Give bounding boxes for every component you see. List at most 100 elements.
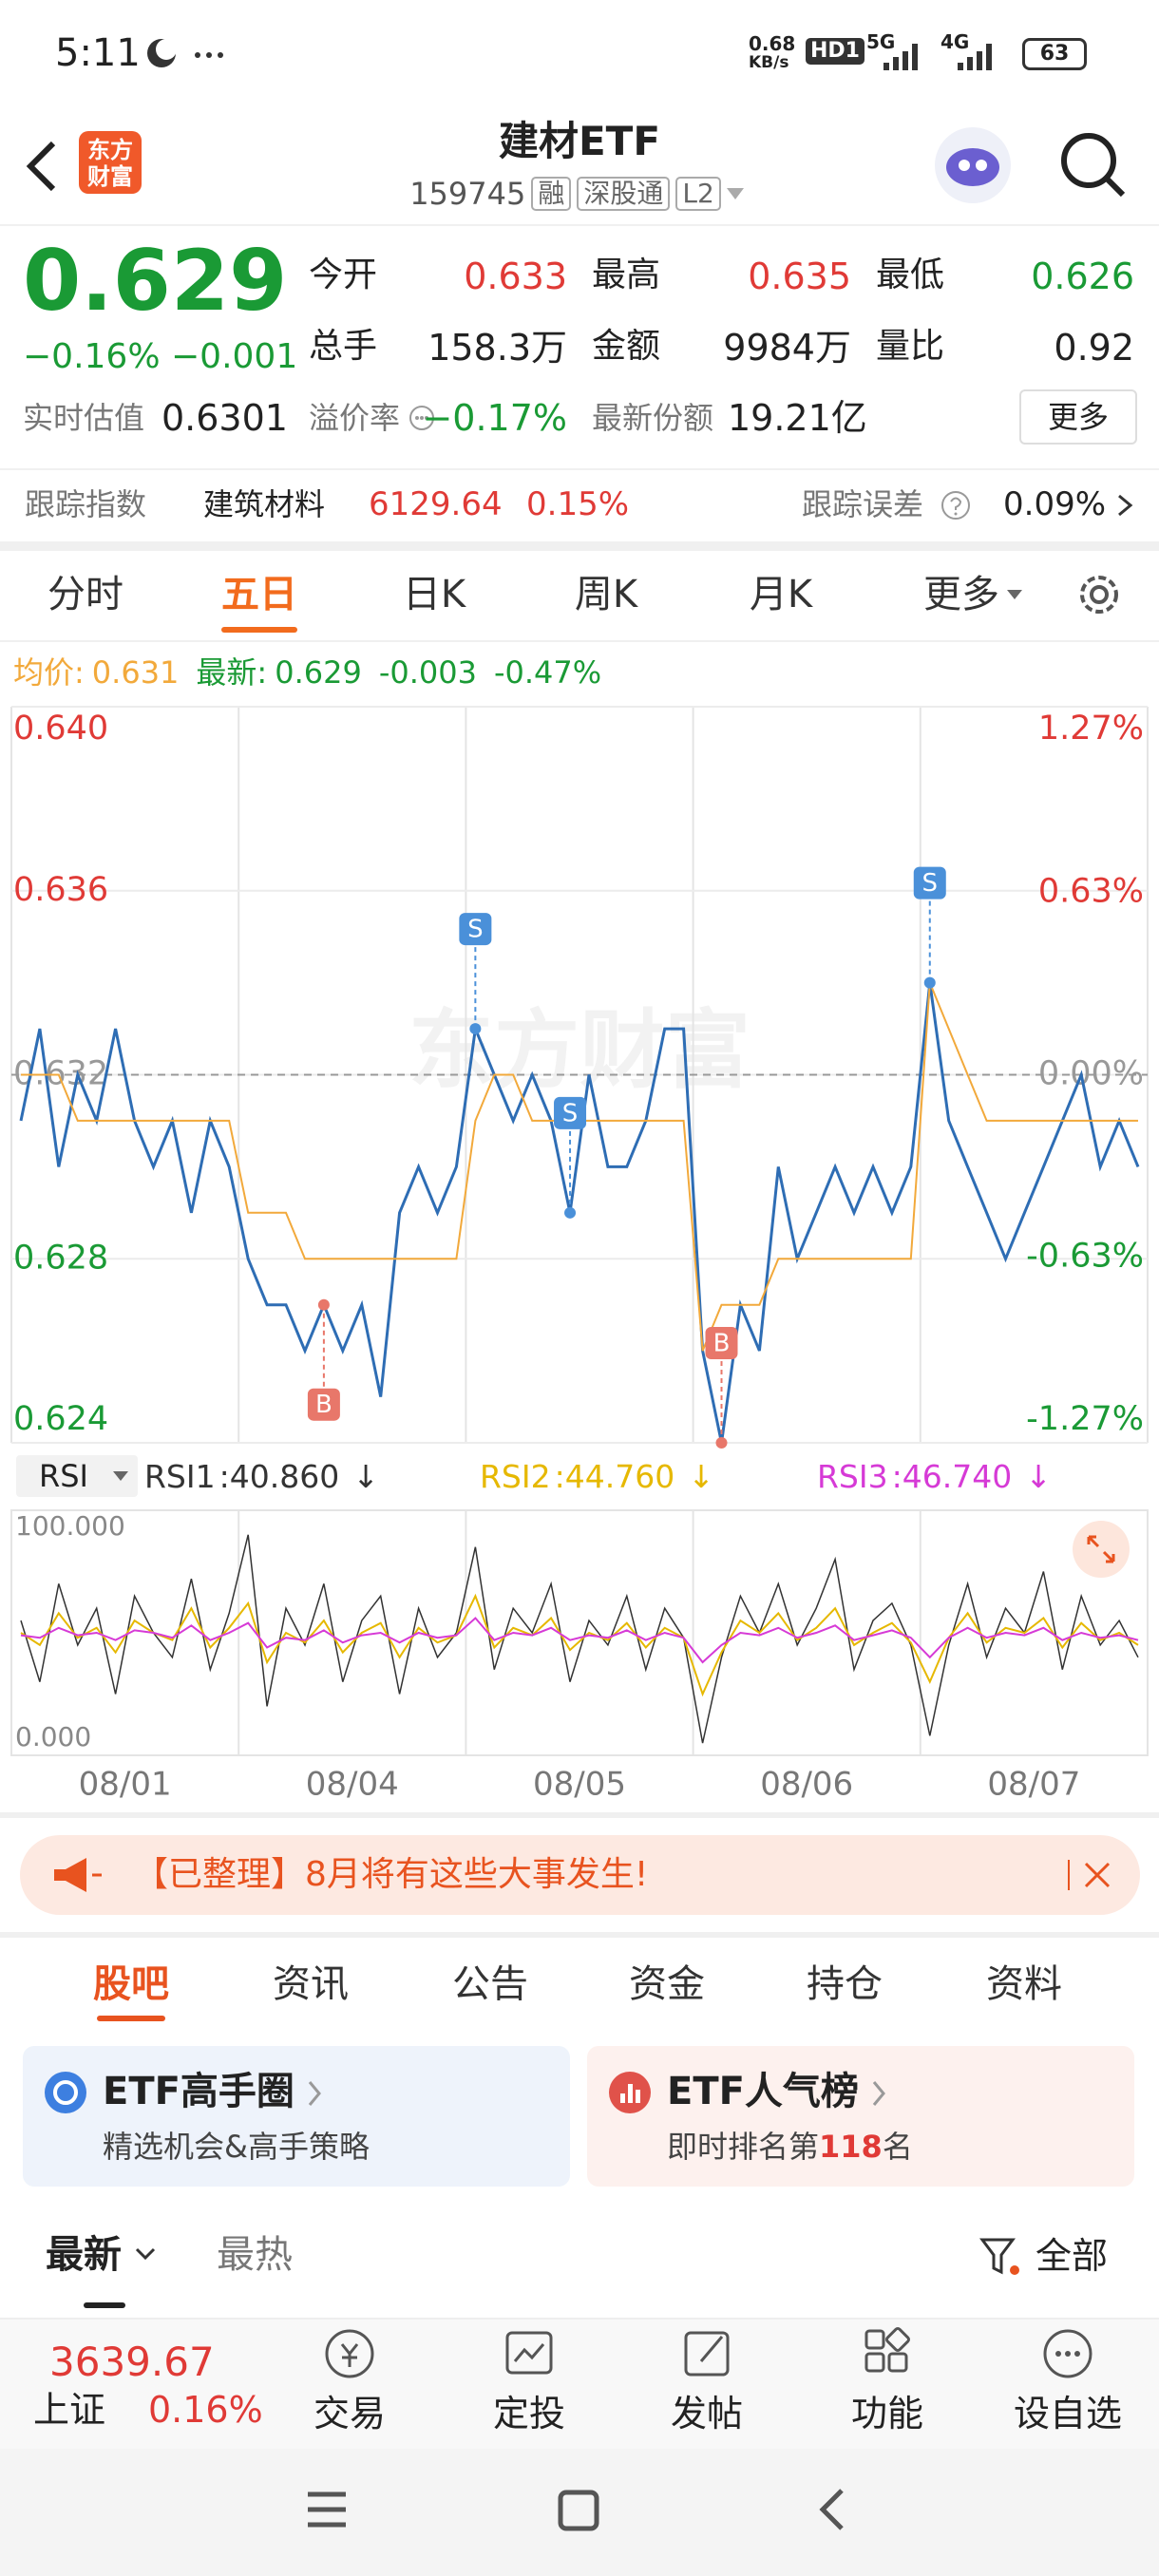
banner[interactable]: 【已整理】8月将有这些大事发生! [20, 1835, 1140, 1915]
indicator-select[interactable]: RSI [16, 1455, 138, 1497]
marker-point [469, 1023, 482, 1035]
back-button[interactable] [19, 138, 66, 195]
card-sub-text: 名 [882, 2129, 913, 2165]
marker-point [923, 976, 936, 989]
news-tab[interactable]: 资金 [629, 1962, 705, 2006]
y2-tick-label: 1.27% [1038, 710, 1144, 748]
tracking-label: 跟踪指数 [25, 486, 147, 522]
card-title: ETF高手圈 [103, 2070, 294, 2113]
dropdown[interactable] [721, 184, 750, 203]
index-pct[interactable]: 0.16% [148, 2389, 263, 2431]
x-tick-label: 08/05 [533, 1766, 626, 1804]
tab[interactable]: 更多 [923, 573, 999, 616]
divider [0, 541, 1159, 551]
field-label: 金额 [592, 327, 661, 366]
card-title: ETF人气榜 [667, 2070, 859, 2113]
index-name[interactable]: 上证 [33, 2389, 106, 2431]
bottom-button[interactable]: 设自选 [1013, 2393, 1122, 2434]
error-label: 跟踪误差 [802, 486, 924, 522]
filter-hot[interactable]: 最热 [217, 2233, 293, 2277]
card-icon [45, 2072, 86, 2113]
card-icon [609, 2072, 651, 2113]
settings[interactable] [1073, 568, 1126, 621]
news-tab[interactable]: 公告 [452, 1962, 528, 2006]
price: 0.629 [23, 232, 288, 330]
marker-label: B [713, 1330, 731, 1358]
filter-icon[interactable] [978, 2234, 1026, 2282]
card[interactable]: ETF高手圈 精选机会&高手策略 [23, 2046, 570, 2187]
premium-label: 溢价率 [309, 400, 401, 436]
info-icon[interactable] [407, 403, 437, 433]
banner-text: 【已整理】8月将有这些大事发生! [134, 1855, 649, 1894]
chevron [308, 2081, 321, 2106]
rsi-readout: :40.860 [218, 1458, 340, 1495]
y-tick-label: 0.632 [13, 1055, 108, 1093]
y2-tick-label: -1.27% [1026, 1400, 1144, 1438]
bottom-button[interactable]: 发帖 [670, 2393, 743, 2434]
watermark: 东方财富 [408, 1000, 750, 1100]
chevron[interactable] [1112, 490, 1140, 521]
tracking-error: 0.09% [1003, 485, 1107, 523]
megaphone [54, 1858, 102, 1892]
card[interactable]: ETF人气榜 即时排名第118名 [587, 2046, 1134, 2187]
filter-all[interactable]: 全部 [1036, 2235, 1109, 2277]
rank: 118 [819, 2129, 883, 2165]
avg-label: 均价: [13, 654, 85, 691]
status-icons [147, 39, 223, 67]
marker-label: S [922, 869, 939, 898]
y-tick-label: 100.000 [15, 1510, 125, 1542]
tab[interactable]: 五日 [221, 573, 297, 616]
rsi-arrow: ↓ [1025, 1458, 1052, 1495]
speed: 0.68 [749, 32, 796, 55]
change: −0.001 [171, 337, 298, 376]
avatar[interactable] [933, 125, 1013, 205]
tab[interactable]: 周K [574, 573, 638, 616]
search[interactable] [1054, 126, 1130, 202]
change-pct: −0.16% [23, 337, 161, 376]
rsi-name: RSI3 [817, 1458, 888, 1495]
rsi-readout: :44.760 [554, 1458, 675, 1495]
marker-badge [459, 913, 492, 946]
close[interactable] [1065, 1856, 1122, 1894]
filter-underline [84, 2302, 125, 2308]
series-line [20, 1617, 1139, 1664]
tag: 融 [531, 177, 572, 211]
field-value: 0.633 [464, 256, 567, 297]
divider [0, 1812, 1159, 1818]
expand[interactable] [1070, 1518, 1132, 1581]
news-tab[interactable]: 资讯 [273, 1962, 349, 2006]
marker-badge [307, 1388, 340, 1421]
avg: 0.631 [91, 654, 180, 691]
estimate: 0.6301 [162, 397, 288, 439]
x-tick-label: 08/01 [79, 1766, 172, 1804]
divider [0, 640, 1159, 642]
rsi-frame [10, 1509, 1149, 1756]
filter-latest[interactable]: 最新 [46, 2233, 122, 2277]
tab[interactable]: 日K [402, 573, 466, 616]
news-tab[interactable]: 股吧 [93, 1962, 169, 2006]
news-tab[interactable]: 持仓 [807, 1962, 883, 2006]
chart-legend: 均价: 0.631 最新: 0.629 -0.003 -0.47% [13, 657, 601, 688]
tab[interactable]: 月K [749, 573, 813, 616]
news-tab[interactable]: 资料 [986, 1962, 1062, 2006]
more-button[interactable]: 更多 [1019, 389, 1137, 445]
index-value[interactable]: 3639.67 [49, 2339, 215, 2385]
tag: 深股通 [577, 177, 671, 211]
tab[interactable]: 分时 [48, 573, 124, 616]
field-label: 今开 [309, 256, 378, 294]
rsi-name: RSI2 [480, 1458, 551, 1495]
shares-label: 最新份额 [592, 400, 714, 436]
bottom-button[interactable]: 功能 [850, 2393, 923, 2434]
latest-change: -0.003 [378, 654, 477, 691]
info-icon[interactable] [939, 488, 973, 522]
bottom-button[interactable]: 定投 [492, 2393, 565, 2434]
card-sub: 精选机会&高手策略 [103, 2129, 370, 2165]
bottom-button[interactable]: 交易 [313, 2393, 386, 2434]
y2-tick-label: 0.00% [1038, 1055, 1144, 1093]
chevron [872, 2081, 885, 2106]
marker-badge [913, 866, 946, 900]
y2-tick-label: 0.63% [1038, 872, 1144, 910]
latest-pct: -0.47% [493, 654, 602, 691]
logo-line: 财富 [87, 163, 133, 190]
rsi-arrow: ↓ [688, 1458, 714, 1495]
